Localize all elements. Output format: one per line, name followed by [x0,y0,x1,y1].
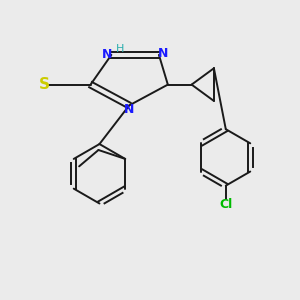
Text: S: S [39,77,50,92]
Text: N: N [124,103,134,116]
Text: H: H [116,44,124,54]
Text: Cl: Cl [219,198,232,211]
Text: N: N [102,48,112,62]
Text: N: N [158,47,169,60]
